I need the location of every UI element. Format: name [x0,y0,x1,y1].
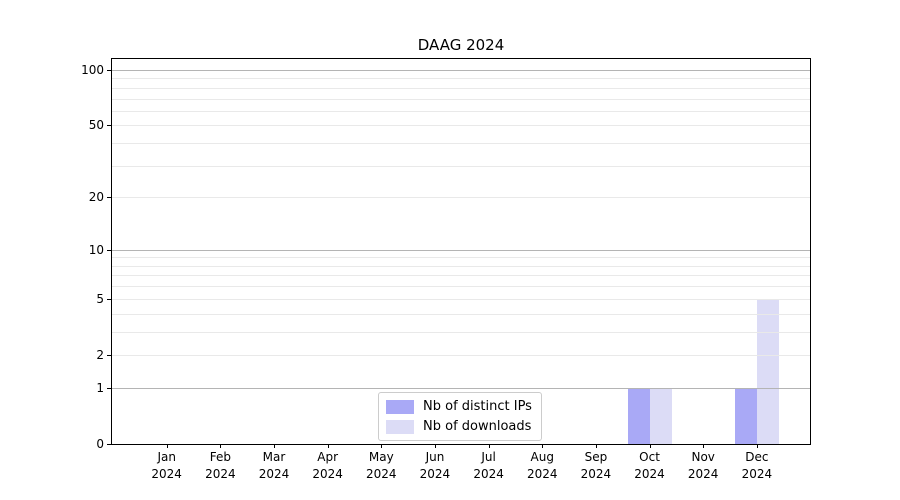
bar-nb-of-distinct-ips-oct-2024 [627,387,650,444]
x-tick-mark [434,444,436,448]
x-tick-mark [327,444,329,448]
y-tick-label: 2 [96,347,104,362]
legend-item-distinct-ips: Nb of distinct IPs [386,399,532,414]
x-tick-label: Jan 2024 [151,450,182,482]
legend-swatch-downloads [386,419,414,434]
gridline-minor [112,197,810,199]
gridline-minor [112,298,810,300]
y-tick-mark [107,249,111,251]
gridline-minor [112,87,810,89]
legend-swatch-distinct-ips [386,399,414,414]
gridline-minor [112,110,810,112]
bar-nb-of-distinct-ips-dec-2024 [734,387,757,444]
x-tick-label: Nov 2024 [687,450,719,482]
x-tick-label: Apr 2024 [312,450,343,482]
y-tick-label: 1 [96,380,104,395]
gridline-minor [112,265,810,267]
gridline-minor [112,143,810,145]
gridline-minor [112,313,810,315]
x-tick-label: May 2024 [366,450,397,482]
x-tick-mark [649,444,651,448]
x-tick-mark [542,444,544,448]
x-tick-label: Jul 2024 [473,450,504,482]
y-tick-label: 100 [81,63,104,77]
legend-item-downloads: Nb of downloads [386,419,532,434]
x-tick-label: Feb 2024 [205,450,236,482]
x-tick-mark [756,444,758,448]
gridline-major [112,249,810,251]
y-tick-mark [107,387,111,389]
x-tick-mark [220,444,222,448]
x-tick-mark [595,444,597,448]
gridline-minor [112,331,810,333]
x-tick-label: Aug 2024 [526,450,558,482]
y-tick-label: 50 [88,118,104,133]
bar-nb-of-downloads-oct-2024 [649,387,672,444]
x-tick-label: Mar 2024 [258,450,290,482]
x-tick-mark [274,444,275,448]
x-tick-label: Jun 2024 [419,450,451,482]
gridline-minor [112,125,810,127]
gridline-major [112,387,810,389]
gridline-minor [112,275,810,277]
y-tick-label: 5 [96,291,104,306]
x-tick-mark [488,444,490,448]
y-tick-mark [107,298,111,300]
y-tick-mark [107,354,111,356]
y-tick-mark [107,197,111,199]
gridline-minor [112,98,810,100]
chart-title: DAAG 2024 [417,36,505,54]
y-tick-label: 20 [88,190,104,205]
x-tick-label: Dec 2024 [741,450,773,482]
x-tick-mark [381,444,383,448]
gridline-minor [112,286,810,288]
x-tick-mark [166,444,168,448]
x-tick-label: Oct 2024 [634,450,665,482]
y-tick-label: 0 [96,437,104,451]
legend-label-downloads: Nb of downloads [423,419,532,434]
y-tick-mark [107,444,111,445]
x-tick-label: Sep 2024 [580,450,612,482]
gridline-major [112,70,810,71]
gridline-minor [112,257,810,259]
gridline-minor [112,354,810,356]
legend-label-distinct-ips: Nb of distinct IPs [423,399,532,414]
y-tick-mark [107,125,111,127]
y-tick-label: 10 [88,242,104,257]
plot-area: Nb of distinct IPs Nb of downloads [111,58,811,445]
x-tick-mark [703,444,705,448]
gridline-minor [112,165,810,167]
legend: Nb of distinct IPs Nb of downloads [378,392,542,441]
gridline-minor [112,78,810,80]
bar-nb-of-downloads-dec-2024 [756,298,779,444]
y-tick-mark [107,70,111,71]
